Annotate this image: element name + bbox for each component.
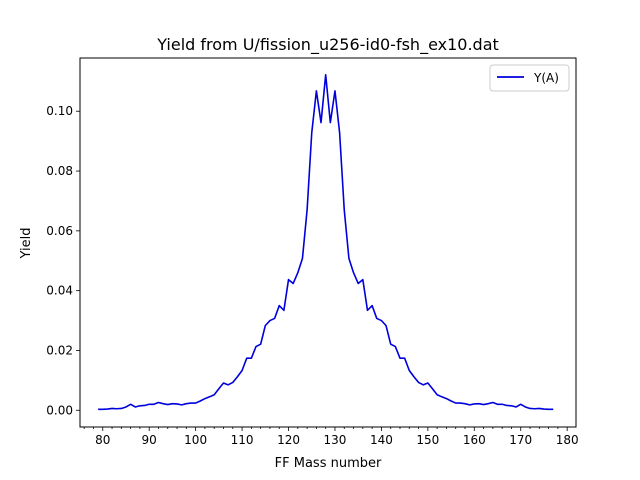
x-tick-label: 80 (95, 433, 110, 447)
y-axis-label: Yield (19, 228, 34, 260)
y-axis: 0.00 0.02 0.04 0.06 0.08 0.10 (46, 104, 80, 417)
x-tick-label: 120 (277, 433, 300, 447)
x-tick-label: 170 (509, 433, 532, 447)
axes-frame (79, 57, 577, 428)
series-line (98, 73, 554, 411)
chart-title: Yield from U/fission_u256-id0-fsh_ex10.d… (156, 35, 499, 55)
legend: Y(A) (489, 64, 570, 92)
x-tick-label: 110 (231, 433, 254, 447)
x-axis: 80 90 100 110 120 130 140 150 160 170 180 (83, 427, 579, 447)
series-layer (98, 73, 554, 411)
y-tick-label: 0.02 (46, 343, 73, 357)
x-tick-label: 130 (324, 433, 347, 447)
legend-label: Y(A) (533, 71, 559, 85)
y-tick-label: 0.08 (46, 164, 73, 178)
x-tick-label: 180 (556, 433, 579, 447)
plot-area: 80 90 100 110 120 130 140 150 160 170 180 0.00 0.02… (46, 57, 579, 447)
y-tick-label: 0.06 (46, 224, 73, 238)
x-tick-label: 140 (370, 433, 393, 447)
x-axis-label: FF Mass number (275, 456, 382, 471)
y-tick-label: 0.00 (46, 403, 73, 417)
x-tick-label: 90 (142, 433, 157, 447)
x-tick-label: 100 (184, 433, 207, 447)
y-tick-label: 0.10 (46, 104, 73, 118)
legend-box (489, 64, 570, 92)
y-tick-label: 0.04 (46, 284, 73, 298)
x-tick-label: 160 (463, 433, 486, 447)
x-tick-label: 150 (416, 433, 439, 447)
